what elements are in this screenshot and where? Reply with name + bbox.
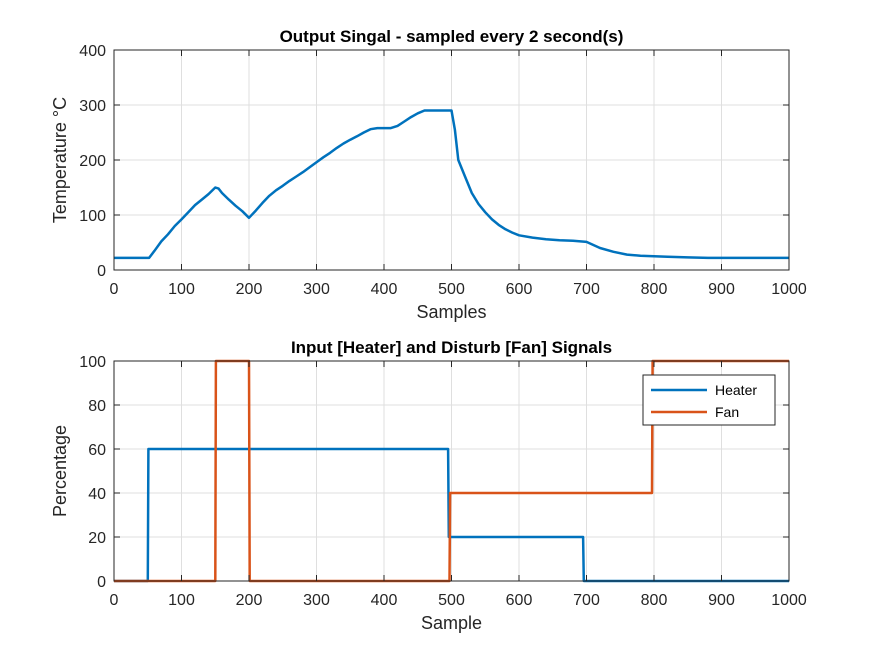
input-x-tick-label: 500 xyxy=(438,592,465,609)
output-x-tick-label: 800 xyxy=(641,281,668,298)
input-y-tick-label: 60 xyxy=(88,442,106,459)
legend-box xyxy=(642,374,776,426)
input-x-tick-label: 300 xyxy=(303,592,330,609)
output-x-tick-label: 200 xyxy=(236,281,263,298)
output-x-tick-label: 600 xyxy=(506,281,533,298)
output-y-tick-label: 100 xyxy=(79,208,106,225)
output-x-tick-label: 300 xyxy=(303,281,330,298)
input-x-tick-label: 0 xyxy=(110,592,119,609)
output-x-axis-label: Samples xyxy=(416,302,486,322)
input-x-tick-label: 200 xyxy=(236,592,263,609)
output-x-tick-label: 0 xyxy=(110,281,119,298)
input-y-tick-label: 100 xyxy=(79,354,106,371)
legend-fan-label: Fan xyxy=(715,404,739,420)
output-y-tick-label: 400 xyxy=(79,43,106,60)
output-x-tick-label: 100 xyxy=(168,281,195,298)
output-tick-layer: 0 100 200 300 400 500 600 700 800 900 1000 0 100 200 3… xyxy=(79,43,807,298)
input-x-tick-label: 900 xyxy=(708,592,735,609)
input-y-tick-label: 0 xyxy=(97,574,106,591)
output-y-tick-label: 0 xyxy=(97,263,106,280)
input-x-tick-label: 1000 xyxy=(771,592,807,609)
output-y-tick-label: 300 xyxy=(79,98,106,115)
input-x-tick-label: 400 xyxy=(371,592,398,609)
legend-heater-label: Heater xyxy=(715,382,757,398)
input-x-axis-label: Sample xyxy=(421,613,482,633)
output-y-tick-label: 200 xyxy=(79,153,106,170)
input-chart-title: Input [Heater] and Disturb [Fan] Signals xyxy=(291,338,612,357)
input-x-tick-label: 100 xyxy=(168,592,195,609)
input-tick-layer: 0 100 200 300 400 500 600 700 800 900 1000 0 20 40 60 8… xyxy=(79,354,807,609)
input-x-tick-label: 800 xyxy=(641,592,668,609)
legend: Heater Fan xyxy=(642,374,776,426)
output-x-tick-label: 900 xyxy=(708,281,735,298)
output-series-layer xyxy=(114,109,789,260)
input-signals-chart: 0 100 200 300 400 500 600 700 800 900 1000 0 20 40 60 8… xyxy=(50,338,807,633)
input-x-tick-label: 700 xyxy=(573,592,600,609)
output-x-tick-label: 700 xyxy=(573,281,600,298)
output-x-tick-label: 500 xyxy=(438,281,465,298)
output-series-temperature-line xyxy=(114,109,789,260)
output-chart-title: Output Singal - sampled every 2 second(s… xyxy=(280,27,624,46)
output-x-tick-label: 400 xyxy=(371,281,398,298)
input-x-tick-label: 600 xyxy=(506,592,533,609)
output-y-axis-label: Temperature °C xyxy=(50,97,70,223)
input-series-heater-line xyxy=(114,447,789,583)
input-y-tick-label: 80 xyxy=(88,398,106,415)
output-signal-chart: 0 100 200 300 400 500 600 700 800 900 1000 0 100 200 3… xyxy=(50,27,807,322)
input-y-tick-label: 40 xyxy=(88,486,106,503)
output-x-tick-label: 1000 xyxy=(771,281,807,298)
input-y-tick-label: 20 xyxy=(88,530,106,547)
input-y-axis-label: Percentage xyxy=(50,425,70,517)
